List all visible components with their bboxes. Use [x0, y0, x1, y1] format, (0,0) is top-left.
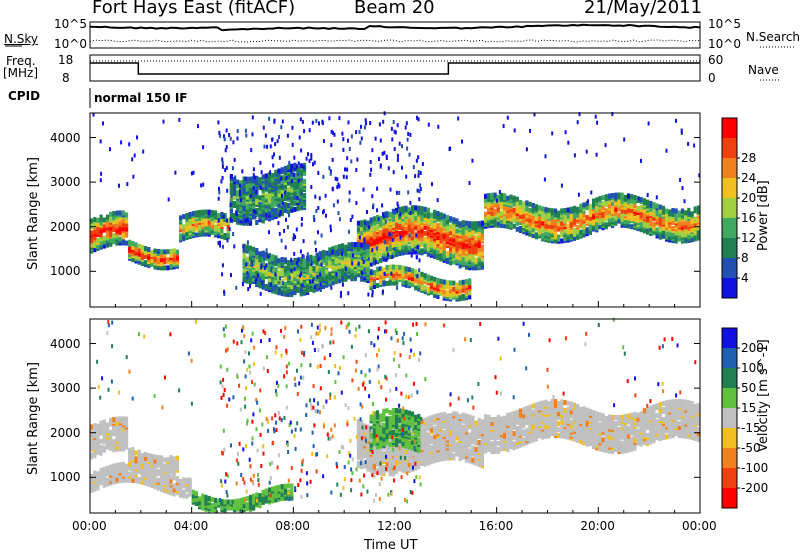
- nsky-trace: [89, 23, 701, 32]
- velocity-colorbar-tick-4: -15: [741, 421, 761, 435]
- power-band-5: [369, 264, 472, 302]
- velocity-colorbar-swatch-5: [722, 428, 737, 449]
- velocity-ytick-label-2: 3000: [50, 381, 81, 396]
- date-title: 21/May/2011: [584, 0, 703, 18]
- velocity-xtick-label-3: 12:00: [377, 519, 412, 533]
- velocity-xtick-label-2: 08:00: [275, 519, 310, 533]
- nsearch-top-tick: 10^5: [708, 17, 741, 31]
- velocity-colorbar-swatch-7: [722, 468, 737, 489]
- nsearch-bottom-tick: 10^0: [708, 37, 741, 51]
- power-colorbar-swatch-6: [722, 238, 737, 259]
- velocity-colorbar-tick-2: 50: [741, 381, 757, 395]
- velocity-scatter: [96, 317, 697, 504]
- velocity-colorbar-tick-0: 200: [741, 341, 764, 355]
- velocity-xtick-label-5: 20:00: [580, 519, 615, 533]
- nsky-label: N.Sky: [4, 32, 39, 46]
- nave-bottom-tick: 0: [708, 71, 716, 85]
- velocity-band-3: [484, 399, 700, 455]
- power-axes: [89, 137, 701, 307]
- velocity-colorbar-swatch-1: [722, 348, 737, 369]
- velocity-band-0: [90, 416, 129, 460]
- power-ylabel: Slant Range [km]: [26, 157, 41, 270]
- power-colorbar-tick-5: 24: [741, 171, 757, 185]
- velocity-colorbar-tick-3: 15: [741, 401, 757, 415]
- velocity-colorbar-swatch-0: [722, 328, 737, 349]
- power-colorbar-label: Power [dB]: [756, 180, 771, 251]
- freq-trace: [90, 62, 700, 75]
- power-colorbar-swatch-1: [722, 138, 737, 159]
- velocity-xtick-label-4: 16:00: [478, 519, 514, 533]
- nave-top-tick: 60: [708, 53, 724, 67]
- freq-top-tick: 18: [58, 53, 74, 67]
- power-scatter: [92, 111, 701, 298]
- velocity-ylabel: Slant Range [km]: [26, 362, 41, 475]
- nsky-top-tick: 10^5: [54, 17, 87, 31]
- power-colorbar-swatch-8: [722, 278, 737, 299]
- time-xlabel: Time UT: [364, 538, 418, 553]
- cpid-label: CPID: [8, 89, 41, 103]
- velocity-data: [90, 317, 700, 513]
- nave-label: Nave: [748, 63, 779, 77]
- power-ytick-label-0: 1000: [50, 264, 81, 279]
- velocity-colorbar-swatch-8: [722, 488, 737, 509]
- power-colorbar-tick-4: 20: [741, 191, 757, 205]
- freq-label-2: [MHz]: [3, 66, 39, 80]
- power-colorbar-swatch-3: [722, 178, 737, 199]
- power-colorbar-tick-6: 28: [741, 151, 757, 165]
- power-colorbar-tick-0: 4: [741, 271, 749, 285]
- freq-label-1: Freq.: [6, 54, 36, 68]
- power-colorbar-swatch-4: [722, 198, 737, 219]
- velocity-band-6: [90, 461, 192, 499]
- nsky-panel-frame: [89, 21, 701, 49]
- beam-title: Beam 20: [354, 0, 435, 18]
- velocity-ytick-label-1: 2000: [50, 425, 81, 440]
- power-colorbar-swatch-0: [722, 118, 737, 139]
- power-colorbar-swatch-7: [722, 258, 737, 279]
- velocity-colorbar-tick-6: -100: [741, 461, 769, 475]
- velocity-colorbar-swatch-2: [722, 368, 737, 389]
- velocity-colorbar-swatch-6: [722, 448, 737, 469]
- velocity-colorbar: [721, 327, 740, 509]
- nsky-bottom-tick: 10^0: [54, 37, 87, 51]
- power-colorbar-tick-1: 8: [741, 251, 749, 265]
- power-ytick-label-1: 2000: [50, 219, 81, 234]
- freq-bottom-tick: 8: [62, 71, 70, 85]
- power-band-2: [179, 209, 230, 243]
- velocity-xtick-label-6: 00:00: [682, 519, 717, 533]
- velocity-axes: [89, 343, 701, 513]
- velocity-colorbar-swatch-4: [722, 408, 737, 429]
- cpid-value: normal 150 IF: [94, 91, 188, 105]
- power-band-6: [484, 192, 700, 244]
- power-colorbar-tick-2: 12: [741, 231, 757, 245]
- power-colorbar-tick-3: 16: [741, 211, 757, 225]
- velocity-colorbar-tick-1: 100: [741, 361, 764, 375]
- power-colorbar-frame: [721, 117, 738, 299]
- power-band-0: [90, 210, 129, 254]
- velocity-colorbar-swatch-3: [722, 388, 737, 409]
- velocity-band-4: [191, 483, 294, 513]
- power-colorbar-swatch-5: [722, 218, 737, 239]
- velocity-xtick-label-1: 04:00: [173, 519, 209, 533]
- power-colorbar-swatch-2: [722, 158, 737, 179]
- power-ytick-label-3: 4000: [50, 130, 81, 145]
- velocity-ytick-label-0: 1000: [50, 470, 81, 485]
- velocity-colorbar-label: Velocity [m s^-1]: [756, 339, 771, 452]
- velocity-band-5: [369, 407, 421, 453]
- velocity-colorbar-tick-5: -50: [741, 441, 761, 455]
- freq-panel-frame: [89, 54, 701, 82]
- power-band-1: [128, 239, 179, 271]
- power-colorbar: [721, 117, 740, 299]
- velocity-colorbar-tick-7: -200: [741, 481, 769, 495]
- nsearch-label: N.Search: [746, 30, 800, 44]
- power-data: [90, 111, 701, 302]
- velocity-xtick-label-0: 00:00: [72, 519, 107, 533]
- site-title: Fort Hays East (fitACF): [92, 0, 296, 18]
- power-band-4: [356, 205, 484, 271]
- velocity-ytick-label-3: 4000: [50, 336, 81, 351]
- power-band-3: [229, 162, 307, 226]
- velocity-colorbar-frame: [721, 327, 738, 509]
- power-ytick-label-2: 3000: [50, 175, 81, 190]
- nsearch-trace: [89, 39, 701, 43]
